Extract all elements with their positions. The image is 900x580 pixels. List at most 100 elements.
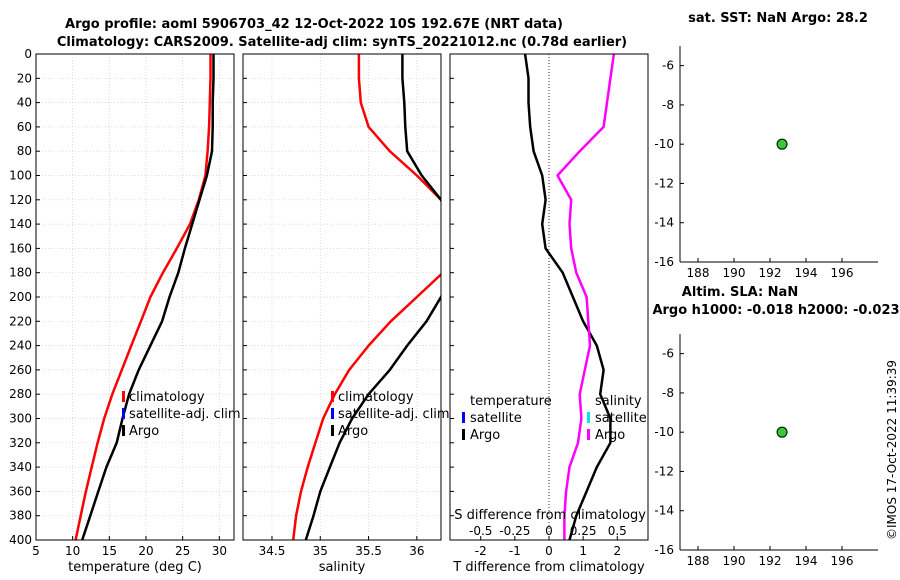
y-tick-label: -6 [662,347,674,361]
y-tick-label: 0 [24,47,32,61]
series-line-argo [81,54,215,540]
x-tick-label: 196 [831,266,854,280]
secondary-x-axis-label: S difference from climatology [454,508,646,523]
x-tick-label: 34.5 [259,544,286,558]
x-tick-label: 15 [102,544,117,558]
legend-swatch [122,408,125,419]
x-tick-label: 20 [138,544,153,558]
x-axis-label: temperature (deg C) [68,560,202,575]
x-tick-label: 192 [759,554,782,568]
x-axis-label: T difference from climatology [452,560,645,575]
y-tick-label: 380 [9,509,32,523]
x-tick-label: 196 [831,554,854,568]
main-title-line1: Argo profile: aoml 5906703_42 12-Oct-202… [65,17,563,32]
y-tick-label: 280 [9,387,32,401]
y-tick-label: 100 [9,169,32,183]
series-line-climatology [74,54,212,540]
series-line-t-difference-argo- [523,54,612,540]
y-tick-label: 120 [9,193,32,207]
timestamp: ©IMOS 17-Oct-2022 11:39:39 [885,360,899,540]
x-tick-label: 0 [545,544,553,558]
sst-map-panel: -6 -8 -10 -12 -14 -16 188 190 192 194 196 [654,46,878,280]
x-axis-label: salinity [319,560,366,575]
legend-swatch [331,391,334,402]
y-tick-label: -14 [654,504,674,518]
legend-swatch [587,412,590,423]
y-tick-label: 320 [9,436,32,450]
y-tick-label: -8 [662,386,674,400]
secondary-x-tick-label: 0.5 [608,524,627,538]
legend-label: satellite [595,411,647,426]
legend-label: Argo [129,424,159,439]
x-tick-label: 10 [65,544,80,558]
x-tick-label: -1 [509,544,521,558]
y-tick-label: -6 [662,59,674,73]
y-tick-label: 140 [9,217,32,231]
series-line-s-difference-argo- [556,54,616,540]
salinity-panel: 34.5 35 35.5 36 salinity climatology satellite… [242,53,450,575]
sst-title: sat. SST: NaN Argo: 28.2 [688,11,868,26]
legend-label: satellite [470,411,522,426]
legend-swatch [587,429,590,440]
y-tick-label: 400 [9,533,32,547]
y-tick-label: 220 [9,314,32,328]
x-tick-label: 25 [175,544,190,558]
legend-label: temperature [470,394,552,409]
x-tick-label: 188 [687,266,710,280]
legend-swatch [122,425,125,436]
x-tick-label: 190 [723,554,746,568]
secondary-x-tick-label: -0.25 [499,524,530,538]
x-tick-label: 35.5 [355,544,382,558]
y-tick-label: -8 [662,98,674,112]
x-tick-label: 30 [212,544,227,558]
x-tick-label: 194 [795,554,818,568]
legend-label: salinity [595,394,642,409]
legend-label: Argo [595,428,625,443]
legend-label: Argo [338,424,368,439]
x-tick-label: 36 [409,544,424,558]
x-tick-label: 35 [313,544,328,558]
y-tick-label: -16 [654,255,674,269]
legend-label: climatology [338,390,414,405]
x-tick-label: 5 [32,544,40,558]
x-tick-label: 194 [795,266,818,280]
y-tick-label: 60 [17,120,32,134]
y-tick-label: 20 [17,71,32,85]
legend-label: climatology [129,390,205,405]
argo-location-point [776,138,788,150]
legend-swatch [462,412,465,423]
difference-panel: -2 -1 0 1 2 T difference from climatology temp… [449,53,649,575]
y-tick-label: 200 [9,290,32,304]
main-title-line2: Climatology: CARS2009. Satellite-adj cli… [57,35,627,50]
y-tick-label: 260 [9,363,32,377]
x-tick-label: 2 [613,544,621,558]
series-line-climatology [291,54,441,540]
y-tick-label: 240 [9,339,32,353]
legend-label: satellite-adj. clim [338,407,450,422]
argo-location-point [776,426,788,438]
y-tick-label: -16 [654,543,674,557]
y-tick-label: -12 [654,464,674,478]
y-tick-label: -10 [654,137,674,151]
y-tick-label: 80 [17,144,32,158]
y-tick-label: 160 [9,241,32,255]
temperature-panel: 5 10 15 20 25 30 temperature (deg C) 0 20 40 60 80 1… [9,47,241,575]
x-tick-label: 190 [723,266,746,280]
y-tick-label: -14 [654,216,674,230]
sla-map-panel: -6 -8 -10 -12 -14 -16 188 190 192 194 196 [654,334,878,568]
secondary-x-tick-label: 0.25 [570,524,597,538]
x-tick-label: -2 [475,544,487,558]
x-tick-label: 192 [759,266,782,280]
y-tick-label: 360 [9,484,32,498]
altim-title-line2: Argo h1000: -0.018 h2000: -0.023 [652,303,899,318]
legend-swatch [122,391,125,402]
legend-label: Argo [470,428,500,443]
legend-swatch [462,395,465,406]
y-tick-label: 180 [9,266,32,280]
y-tick-label: 340 [9,460,32,474]
x-tick-label: 1 [579,544,587,558]
y-tick-label: 300 [9,412,32,426]
legend-label: satellite-adj. clim [129,407,241,422]
y-tick-label: 40 [17,96,32,110]
